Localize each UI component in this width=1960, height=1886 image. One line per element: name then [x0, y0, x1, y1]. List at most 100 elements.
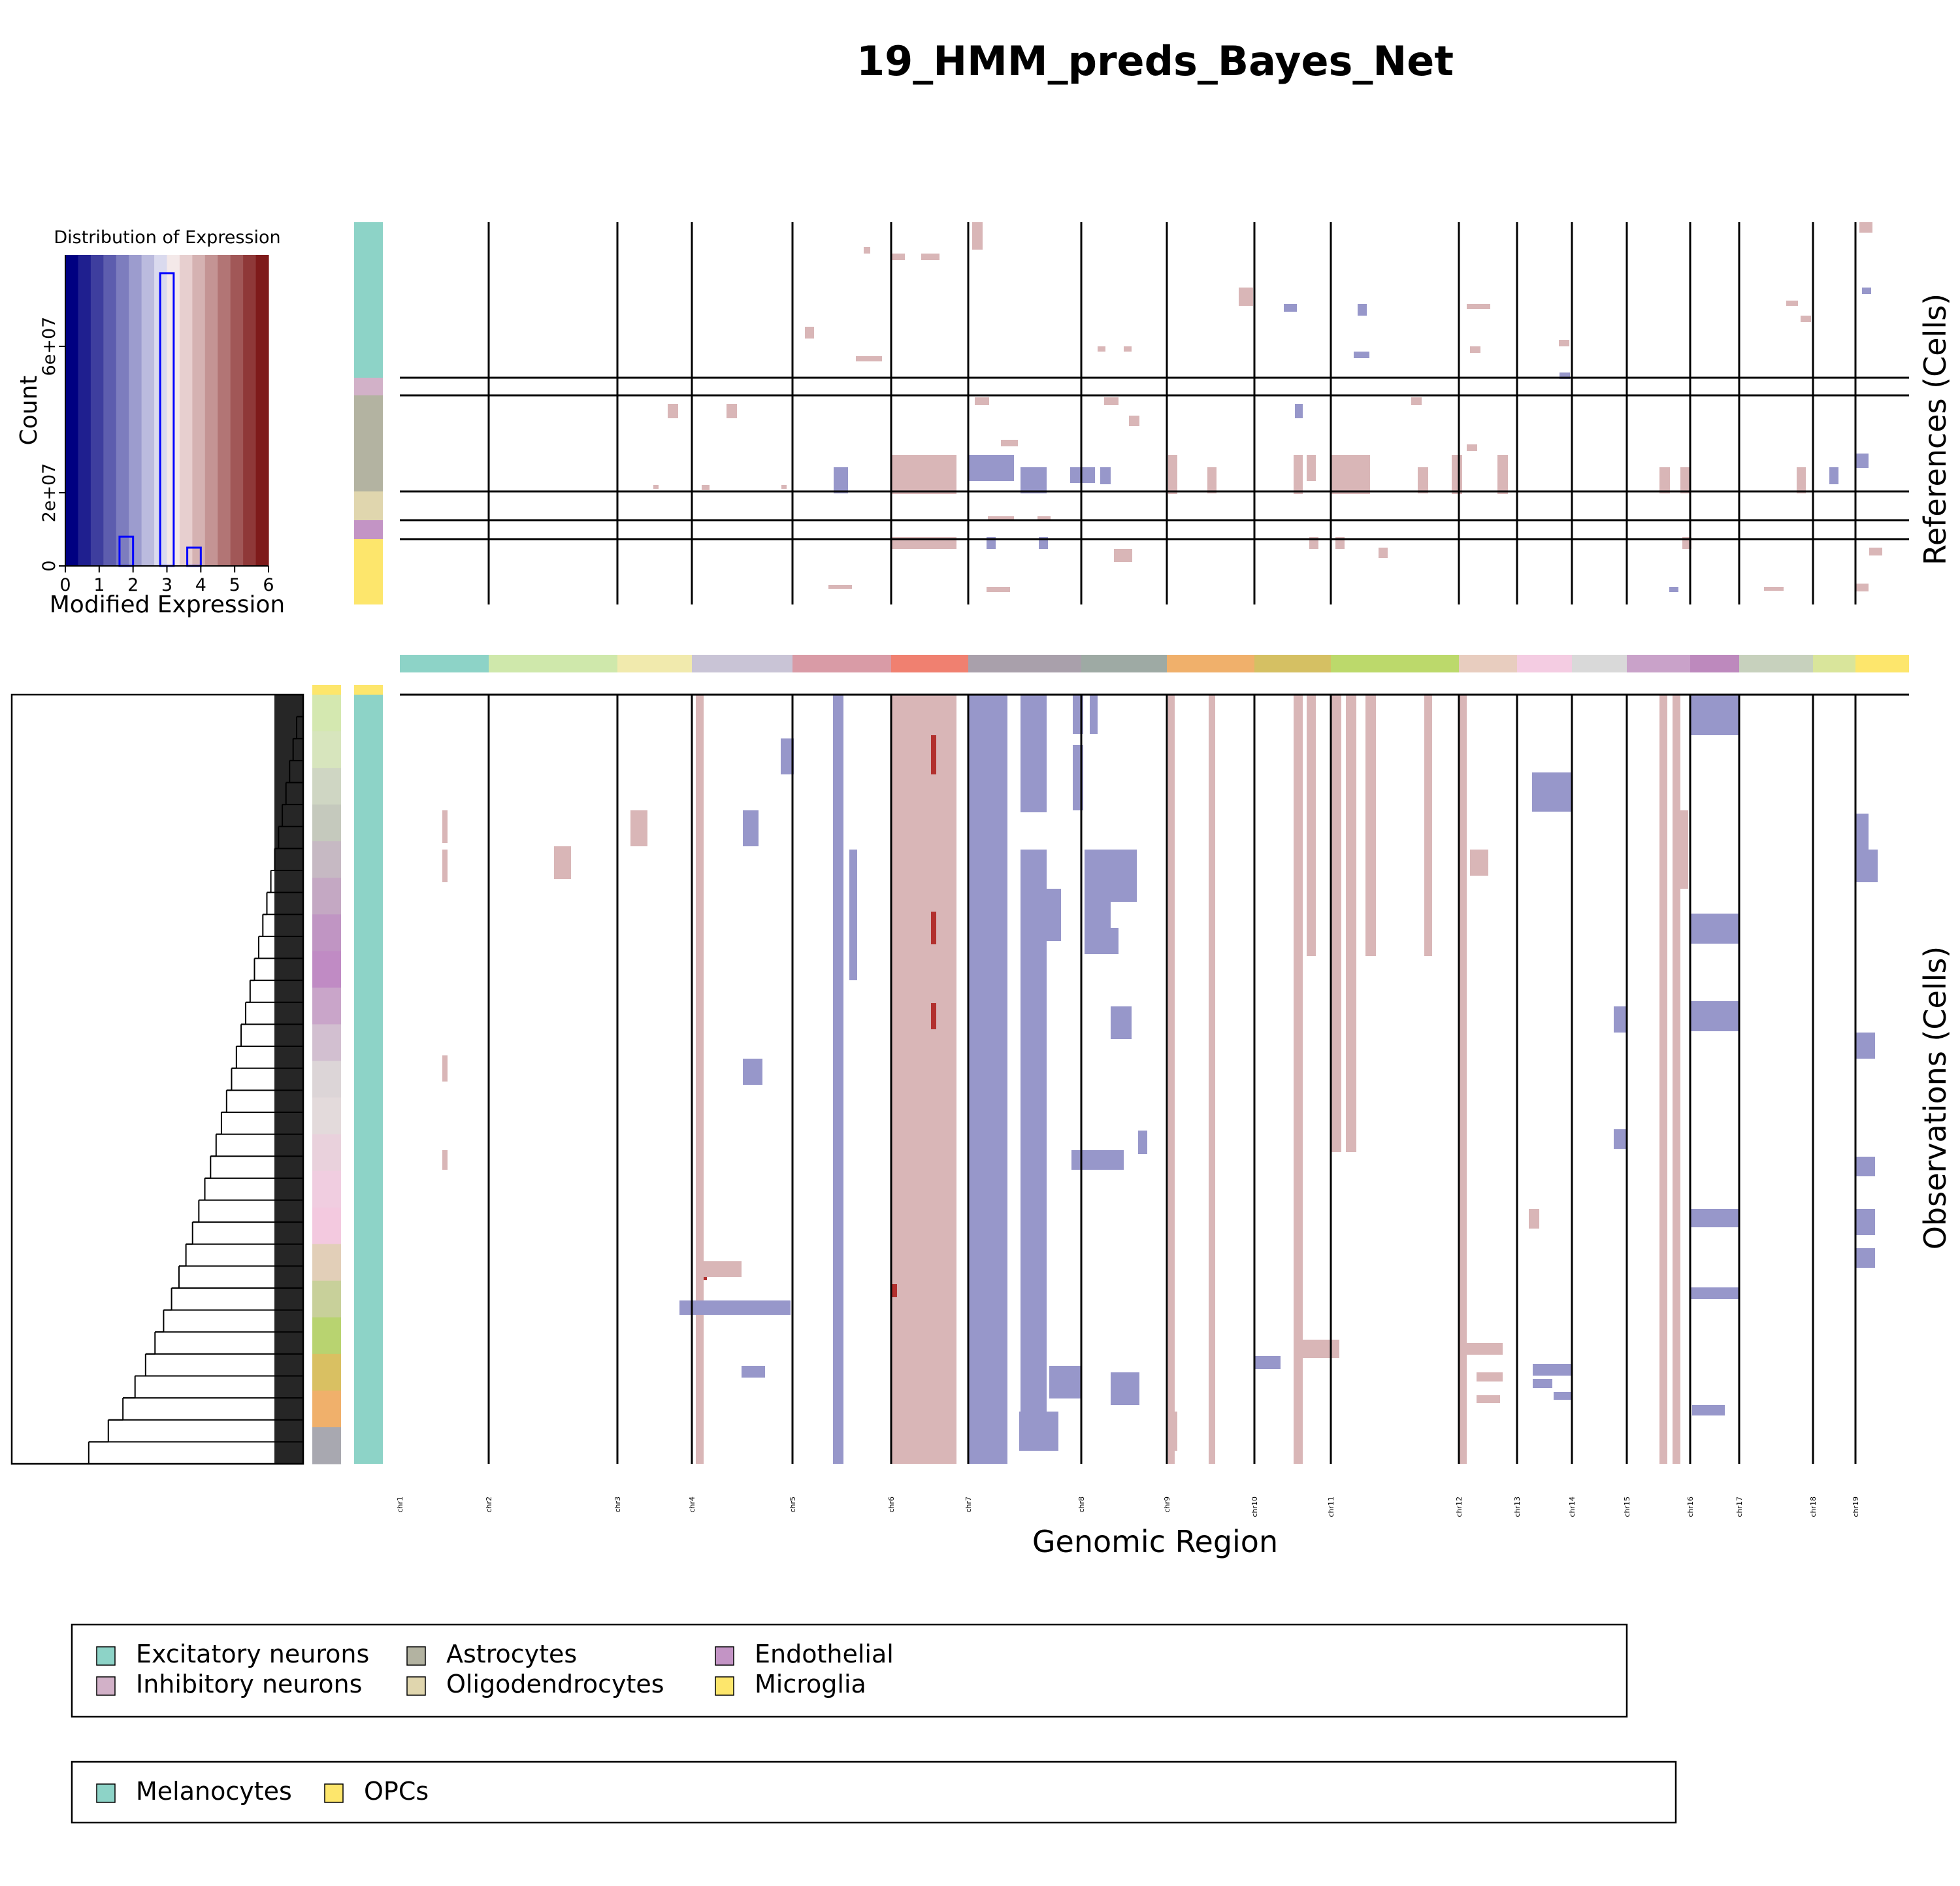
cnv-cell — [1690, 1287, 1739, 1299]
chromosome-tick-labels: chr1 chr2 chr3 chr4 chr5 chr6 chr7 chr8 chr9 chr1… — [396, 1497, 1860, 1517]
cluster-band — [312, 1280, 341, 1318]
cnv-cell — [1209, 695, 1215, 1464]
chromosome-band — [1855, 655, 1909, 672]
chromosome-label: chr1 — [396, 1497, 404, 1513]
cnv-cell — [1331, 695, 1341, 1152]
cnv-cell — [834, 467, 848, 493]
chromosome-band — [1081, 655, 1167, 672]
cnv-cell — [1207, 467, 1217, 493]
x-tick-label: 4 — [195, 575, 206, 595]
cluster-band — [312, 1024, 341, 1061]
chromosome-band — [1739, 655, 1813, 672]
cnv-cell — [1532, 772, 1571, 812]
cnv-cell — [1071, 1150, 1124, 1170]
chromosome-band — [1459, 655, 1517, 672]
cnv-cell — [696, 695, 704, 1464]
cnv-cell — [1463, 1343, 1503, 1355]
chromosome-band — [1167, 655, 1254, 672]
cnv-cell — [1124, 346, 1132, 352]
cnv-cell — [903, 695, 911, 891]
chromosome-band — [617, 655, 692, 672]
cnv-cell — [1862, 288, 1871, 294]
cluster-band — [312, 731, 341, 769]
cnv-cell — [1019, 1412, 1058, 1451]
x-tick-label: 0 — [59, 575, 71, 595]
cnv-cell — [1295, 404, 1303, 418]
colorbar-segment — [141, 255, 155, 566]
chromosome-label: chr10 — [1250, 1497, 1259, 1517]
cnv-cell — [1559, 340, 1569, 346]
cnv-cell — [1659, 695, 1667, 1464]
cnv-cell — [918, 695, 944, 1464]
cnv-cell — [849, 850, 857, 980]
cnv-cell — [1045, 889, 1061, 941]
cnv-cell — [679, 1300, 791, 1315]
reference-chromosome-separators — [487, 222, 1857, 604]
cnv-cell — [1669, 587, 1678, 592]
cnv-cell — [973, 1372, 1000, 1398]
cnv-cell — [1470, 850, 1488, 876]
histogram-xlabel: Modified Expression — [50, 591, 285, 618]
cnv-cell — [1764, 587, 1784, 591]
cluster-band — [312, 1170, 341, 1208]
reference-group-band — [354, 520, 383, 539]
cnv-cell — [1331, 455, 1370, 494]
legend-swatch — [96, 1676, 116, 1696]
chromosome-label: chr4 — [688, 1497, 696, 1513]
cnv-cell — [702, 485, 710, 490]
cluster-band — [312, 768, 341, 805]
chromosome-band — [1813, 655, 1855, 672]
cnv-cell — [1659, 467, 1670, 493]
cnv-cell — [1168, 455, 1177, 494]
cnv-cell — [1284, 304, 1297, 312]
cnv-cell — [975, 397, 989, 405]
cnv-cell — [931, 912, 936, 944]
cluster-band — [312, 1427, 341, 1464]
cnv-cell — [1560, 372, 1570, 379]
histogram-title: Distribution of Expression — [54, 227, 280, 248]
expression-histogram: Distribution of Expression 0 1 2 3 4 5 6 0 2e+0… — [16, 227, 285, 618]
chromosome-label: chr18 — [1809, 1497, 1818, 1517]
cnv-cell — [805, 327, 814, 339]
chromosome-band — [1254, 655, 1331, 672]
cnv-cell — [1254, 1356, 1281, 1369]
colorbar-segment — [116, 255, 129, 566]
cnv-cell — [1346, 695, 1356, 1152]
cnv-cell — [1797, 467, 1806, 493]
legend-label: Inhibitory neurons — [136, 1670, 362, 1698]
cnv-cell — [1855, 814, 1869, 850]
cnv-cell — [1855, 454, 1869, 468]
reference-group-band — [354, 378, 383, 395]
cnv-cell — [1859, 222, 1872, 233]
cnv-cell — [743, 810, 759, 846]
chromosome-label: chr9 — [1163, 1497, 1171, 1513]
colorbar-segment — [230, 255, 244, 566]
cnv-cell — [833, 695, 843, 1464]
chromosome-band — [968, 655, 1081, 672]
chromosome-band — [891, 655, 968, 672]
chromosome-label: chr14 — [1568, 1497, 1576, 1517]
cnv-cell — [1855, 1248, 1875, 1268]
cluster-band — [312, 914, 341, 951]
cnv-cell — [1497, 455, 1508, 494]
cnv-cell — [1614, 1006, 1627, 1033]
legend-label: Oligodendrocytes — [446, 1670, 664, 1698]
cnv-cell — [1869, 548, 1882, 555]
colorbar-segment — [129, 255, 142, 566]
cnv-cell — [931, 735, 936, 774]
cnv-cell — [1467, 304, 1490, 309]
cnv-cell — [696, 1261, 742, 1277]
y-tick-label: 6e+07 — [39, 317, 59, 376]
cnv-cell — [781, 485, 787, 489]
legend-swatch — [96, 1783, 116, 1803]
cnv-cell — [1692, 1405, 1725, 1415]
x-tick-label: 3 — [161, 575, 172, 595]
cnv-cell — [1111, 850, 1137, 902]
cnv-cell — [988, 516, 1014, 520]
cnv-cell — [1855, 1209, 1875, 1235]
cnv-cell — [1855, 584, 1869, 591]
x-tick-label: 5 — [229, 575, 240, 595]
chromosome-band — [1627, 655, 1690, 672]
